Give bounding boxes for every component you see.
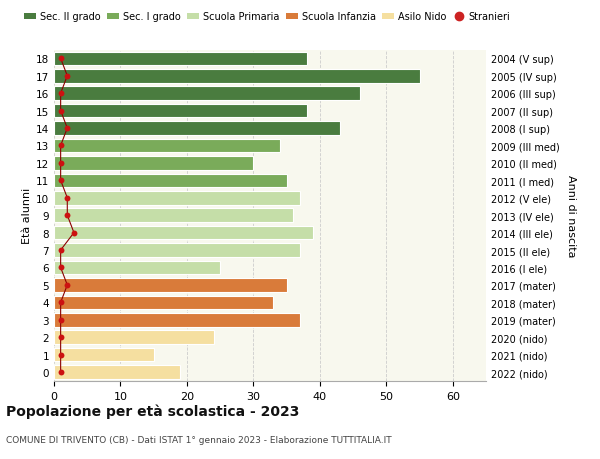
Bar (54, 70, 419, 84)
Bar (54, 279, 287, 292)
Point (56, 142, 65, 150)
Bar (54, 191, 300, 205)
Bar (54, 52, 307, 66)
Bar (54, 348, 154, 362)
Point (62, 282, 72, 289)
Y-axis label: Età alunni: Età alunni (22, 188, 32, 244)
Bar (54, 296, 274, 309)
Point (56, 90, 65, 98)
Point (56, 351, 65, 358)
Y-axis label: Anni di nascita: Anni di nascita (566, 174, 576, 257)
Point (56, 369, 65, 376)
Point (56, 334, 65, 341)
Legend: Sec. II grado, Sec. I grado, Scuola Primaria, Scuola Infanzia, Asilo Nido, Stran: Sec. II grado, Sec. I grado, Scuola Prim… (25, 12, 511, 22)
Point (56, 108, 65, 115)
Bar (54, 105, 307, 118)
Bar (54, 244, 300, 257)
Point (56, 316, 65, 324)
Point (62, 195, 72, 202)
Bar (54, 365, 180, 379)
Bar (54, 157, 253, 170)
Bar (54, 330, 214, 344)
Bar (54, 313, 300, 327)
Point (56, 56, 65, 63)
Point (62, 212, 72, 219)
Bar (54, 226, 313, 240)
Point (62, 125, 72, 133)
Point (56, 177, 65, 185)
Point (69, 230, 79, 237)
Point (56, 264, 65, 272)
Point (56, 299, 65, 306)
Bar (54, 140, 280, 153)
Bar (54, 87, 360, 101)
Bar (54, 261, 220, 274)
Point (62, 73, 72, 80)
Bar (54, 174, 287, 188)
Point (56, 247, 65, 254)
Bar (54, 122, 340, 135)
Point (56, 160, 65, 167)
Text: Popolazione per età scolastica - 2023: Popolazione per età scolastica - 2023 (6, 404, 299, 419)
Text: COMUNE DI TRIVENTO (CB) - Dati ISTAT 1° gennaio 2023 - Elaborazione TUTTITALIA.I: COMUNE DI TRIVENTO (CB) - Dati ISTAT 1° … (6, 435, 392, 443)
Bar (54, 209, 293, 223)
